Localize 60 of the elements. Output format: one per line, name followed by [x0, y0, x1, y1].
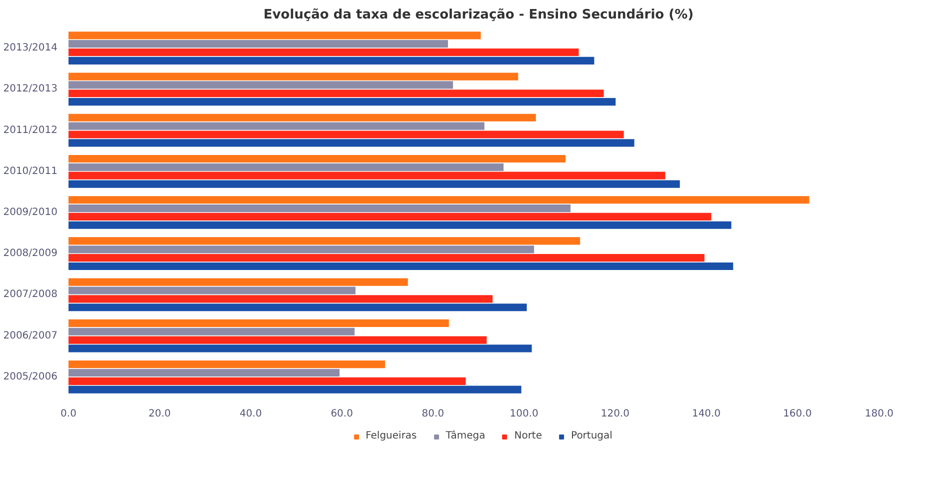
bar [68, 139, 634, 147]
bar [68, 377, 466, 385]
bar [68, 204, 571, 212]
bar [68, 32, 481, 40]
x-tick-label: 120.0 [600, 408, 630, 420]
y-tick-label: 2005/2006 [3, 371, 58, 382]
bar [68, 295, 493, 303]
bar [68, 98, 616, 106]
bar [68, 72, 518, 80]
bar [68, 154, 566, 163]
bar [68, 246, 534, 254]
bar [68, 368, 340, 377]
bar [68, 360, 386, 368]
x-tick-label: 160.0 [783, 408, 812, 420]
bar [68, 122, 484, 130]
x-tick-label: 80.0 [422, 408, 444, 420]
x-tick-label: 40.0 [240, 408, 262, 420]
bar [68, 81, 453, 89]
bar [68, 304, 527, 312]
bar [68, 196, 810, 204]
bar [68, 319, 449, 327]
legend-label: Portugal [571, 430, 612, 442]
bar [68, 90, 604, 98]
bar [68, 163, 504, 171]
y-tick-label: 2009/2010 [3, 207, 58, 218]
bar [68, 172, 666, 180]
legend-label: Felgueiras [366, 430, 417, 442]
bar [68, 212, 712, 221]
y-tick-label: 2012/2013 [3, 84, 58, 95]
bar [68, 48, 579, 56]
x-tick-label: 0.0 [60, 408, 76, 420]
bar [68, 386, 522, 394]
bar [68, 254, 704, 262]
bar [68, 336, 487, 344]
y-tick-label: 2013/2014 [3, 42, 58, 54]
y-tick-label: 2010/2011 [3, 166, 58, 177]
bar [68, 40, 448, 48]
y-tick-label: 2006/2007 [3, 330, 58, 342]
bar [68, 262, 734, 270]
y-tick-label: 2011/2012 [3, 124, 58, 136]
bar [68, 114, 536, 122]
bar [68, 130, 624, 138]
bar [68, 221, 732, 229]
bar [68, 237, 580, 245]
bar [68, 286, 356, 294]
y-tick-label: 2008/2009 [3, 248, 58, 260]
bar [68, 328, 355, 336]
x-tick-label: 140.0 [692, 408, 721, 420]
bar [68, 56, 594, 64]
x-tick-label: 60.0 [330, 408, 353, 420]
x-tick-label: 20.0 [148, 408, 171, 420]
bar [68, 344, 532, 352]
legend-label: Tâmega [446, 430, 486, 442]
x-tick-label: 180.0 [864, 408, 894, 420]
legend-label: Norte [514, 430, 542, 442]
x-tick-label: 100.0 [510, 408, 538, 420]
y-tick-label: 2007/2008 [3, 289, 58, 300]
chart-title: Evolução da taxa de escolarização - Ensino Secundário (%) [263, 8, 694, 22]
bar [68, 278, 408, 286]
bar [68, 180, 680, 188]
